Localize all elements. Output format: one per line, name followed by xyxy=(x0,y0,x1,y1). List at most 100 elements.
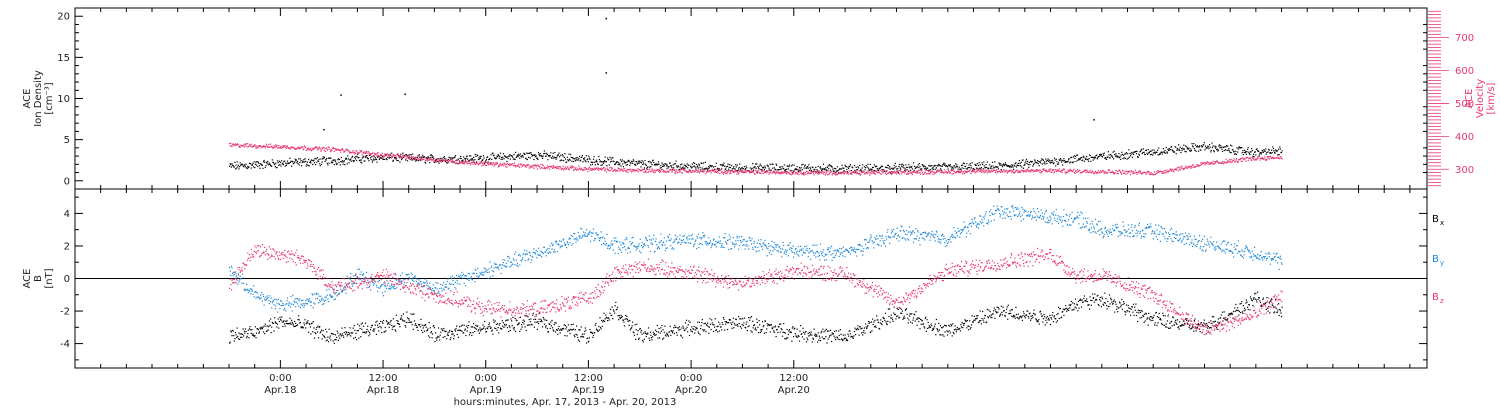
data-point xyxy=(847,166,849,168)
data-point xyxy=(707,171,709,173)
data-point xyxy=(589,328,591,331)
data-point xyxy=(1245,153,1247,155)
data-point xyxy=(269,324,271,326)
data-point xyxy=(1092,159,1094,161)
data-point xyxy=(262,167,264,169)
data-point xyxy=(547,167,549,169)
data-point xyxy=(1032,164,1035,166)
data-point xyxy=(975,170,977,172)
data-point xyxy=(388,154,390,156)
data-point xyxy=(498,155,500,157)
data-point xyxy=(503,162,505,164)
data-point xyxy=(903,167,905,169)
data-point xyxy=(814,171,816,173)
data-point xyxy=(726,165,729,167)
data-point xyxy=(320,329,323,331)
y-axis-title-left: ACE Ion Density [cm⁻³] xyxy=(22,70,55,127)
data-point xyxy=(554,166,556,169)
data-point xyxy=(323,146,325,148)
data-point xyxy=(1186,167,1188,169)
data-point xyxy=(1279,148,1281,150)
data-point xyxy=(230,166,232,168)
data-point xyxy=(1118,169,1121,171)
data-point xyxy=(345,331,347,333)
data-point xyxy=(835,168,837,170)
data-point xyxy=(406,160,409,162)
data-point xyxy=(574,336,576,338)
data-point xyxy=(543,318,545,320)
data-point xyxy=(583,169,585,171)
data-point xyxy=(993,167,995,169)
data-point xyxy=(1102,153,1104,155)
data-point xyxy=(1233,158,1235,160)
data-point xyxy=(1162,148,1164,150)
data-point xyxy=(381,152,383,154)
data-point xyxy=(757,167,760,169)
data-point xyxy=(682,168,684,170)
data-point xyxy=(433,160,435,163)
data-point xyxy=(288,162,290,164)
data-point xyxy=(368,152,370,154)
data-point xyxy=(591,161,593,163)
data-point xyxy=(607,320,609,322)
data-point xyxy=(674,163,676,165)
data-point xyxy=(1068,158,1070,160)
data-point xyxy=(367,330,369,332)
data-point xyxy=(521,324,523,326)
data-point xyxy=(452,333,454,335)
data-point xyxy=(673,163,675,165)
data-point xyxy=(747,169,749,172)
data-point xyxy=(662,171,664,173)
data-point xyxy=(708,332,710,334)
data-point xyxy=(439,334,441,336)
data-point xyxy=(902,166,904,168)
data-point xyxy=(898,163,901,166)
data-point xyxy=(412,158,414,160)
data-point xyxy=(533,155,535,157)
data-point xyxy=(406,317,409,319)
data-point xyxy=(321,338,323,340)
data-point xyxy=(299,158,301,160)
data-point xyxy=(725,168,727,170)
data-point xyxy=(1042,168,1044,171)
data-point xyxy=(779,173,781,175)
data-point xyxy=(535,318,537,320)
data-point xyxy=(246,167,248,169)
data-point xyxy=(1218,145,1220,147)
data-point xyxy=(395,155,397,157)
data-point xyxy=(846,171,848,173)
data-point xyxy=(268,320,270,322)
data-point xyxy=(1010,169,1012,171)
data-point xyxy=(718,168,720,170)
data-point xyxy=(866,166,868,168)
data-point xyxy=(1118,153,1120,155)
data-point xyxy=(539,321,541,323)
data-point xyxy=(849,166,851,168)
data-point xyxy=(1119,170,1121,172)
data-point xyxy=(521,156,523,158)
data-point xyxy=(519,157,521,159)
spike-point xyxy=(340,94,342,96)
data-point xyxy=(1040,172,1042,174)
data-point xyxy=(723,171,725,174)
data-point xyxy=(397,160,399,162)
data-point xyxy=(708,165,710,168)
data-point xyxy=(591,332,593,334)
data-point xyxy=(1094,156,1096,158)
data-point xyxy=(1257,157,1259,159)
data-point xyxy=(691,326,693,328)
data-point xyxy=(281,321,283,323)
data-point xyxy=(474,327,476,329)
data-point xyxy=(876,168,878,170)
data-point xyxy=(873,172,875,174)
data-point xyxy=(315,158,317,160)
data-point xyxy=(251,329,253,331)
data-point xyxy=(635,164,637,166)
data-point xyxy=(609,170,612,172)
data-point xyxy=(293,162,295,164)
data-point xyxy=(654,170,657,172)
data-point xyxy=(680,167,682,169)
data-point xyxy=(485,165,488,167)
data-point xyxy=(533,165,535,167)
data-point xyxy=(727,163,729,165)
